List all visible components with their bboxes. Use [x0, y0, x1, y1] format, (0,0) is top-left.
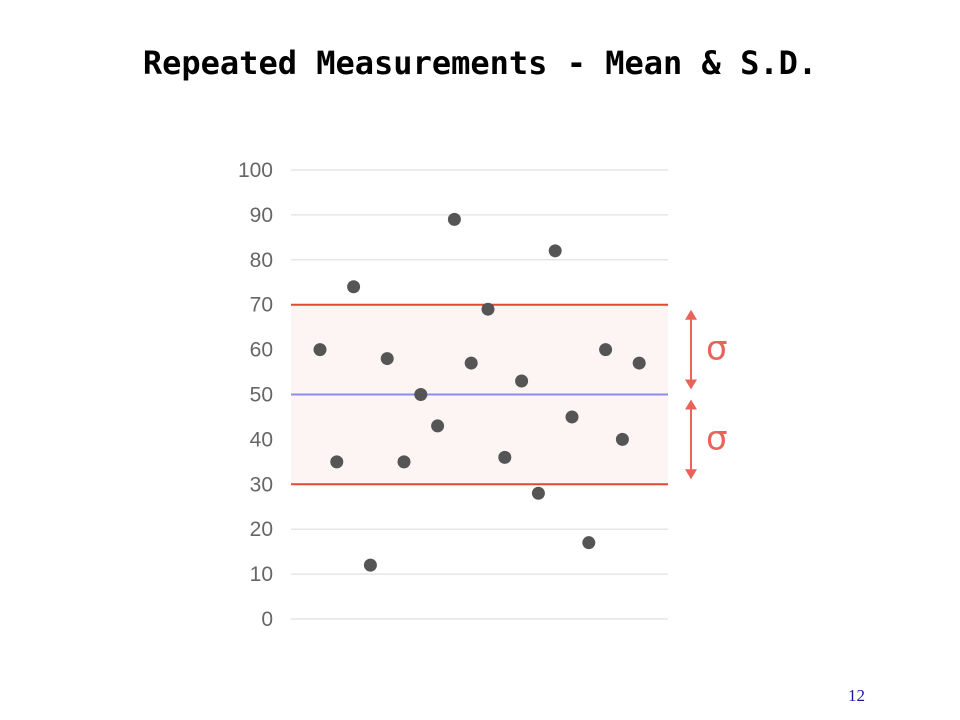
- data-point: [330, 455, 344, 469]
- data-point: [531, 486, 545, 500]
- sigma-annotations: σσ: [685, 309, 728, 480]
- sigma-arrow-upper-tail: [685, 379, 697, 390]
- data-point: [414, 388, 428, 401]
- data-point: [615, 432, 629, 446]
- sigma-arrow-lower-head: [685, 399, 697, 410]
- y-tick-label: 70: [250, 294, 273, 317]
- data-point: [380, 352, 394, 366]
- data-points: [313, 212, 646, 572]
- data-point: [464, 356, 478, 370]
- y-tick-label: 0: [261, 608, 273, 631]
- y-tick-label: 100: [238, 159, 273, 182]
- data-point: [481, 302, 495, 316]
- sd-band: [291, 303, 668, 486]
- y-tick-label: 90: [250, 204, 273, 227]
- data-point: [363, 558, 377, 572]
- data-point: [599, 343, 613, 357]
- y-axis-ticks: 0 10 20 30 40 50 60 70 80 90 100: [238, 159, 273, 631]
- sigma-label-upper: σ: [706, 329, 728, 369]
- data-point: [565, 410, 579, 424]
- data-point: [582, 536, 596, 550]
- data-point: [431, 419, 445, 433]
- data-point: [498, 450, 512, 464]
- y-tick-label: 40: [250, 428, 273, 451]
- data-point: [548, 244, 562, 258]
- y-tick-label: 10: [250, 563, 273, 586]
- page-number: 12: [848, 686, 865, 705]
- data-point: [632, 356, 646, 370]
- data-point: [447, 212, 461, 226]
- data-point: [515, 374, 529, 388]
- data-point: [397, 455, 411, 469]
- data-point: [347, 280, 361, 294]
- y-tick-label: 60: [250, 339, 273, 362]
- data-point: [313, 343, 327, 357]
- y-tick-label: 30: [250, 473, 273, 496]
- sigma-arrow-upper-head: [685, 309, 697, 320]
- y-tick-label: 50: [250, 384, 273, 407]
- sigma-arrow-lower-tail: [685, 469, 697, 480]
- slide-title: Repeated Measurements - Mean & S.D.: [142, 44, 818, 82]
- y-tick-label: 80: [250, 249, 273, 272]
- y-tick-label: 20: [250, 518, 273, 541]
- sigma-label-lower: σ: [706, 418, 728, 458]
